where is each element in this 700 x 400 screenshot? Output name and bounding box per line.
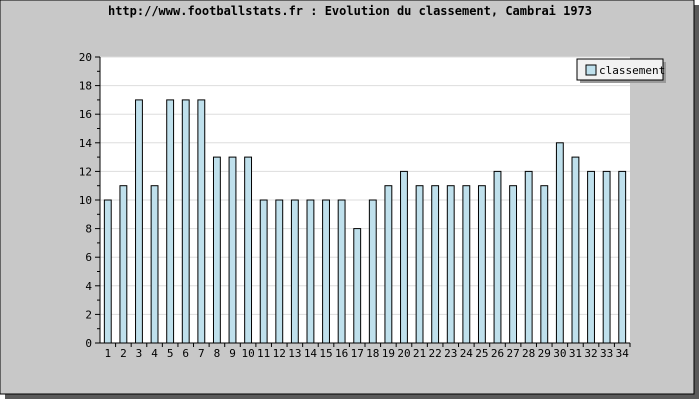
x-tick-label: 25 — [475, 347, 488, 360]
bar — [587, 170, 595, 344]
y-tick-label: 6 — [85, 251, 92, 264]
bar — [431, 185, 440, 344]
legend-label: classement — [599, 64, 665, 77]
y-tick-label: 8 — [85, 223, 92, 236]
bar — [618, 170, 627, 344]
x-tick-label: 32 — [584, 347, 597, 360]
bar — [197, 99, 206, 344]
x-tick-label: 9 — [229, 347, 236, 360]
y-tick-label: 12 — [79, 165, 92, 178]
y-tick-label: 2 — [85, 308, 92, 321]
bar — [337, 199, 346, 344]
bar — [135, 99, 143, 344]
bar — [602, 170, 611, 344]
x-tick-label: 4 — [151, 347, 158, 360]
bar — [400, 170, 408, 344]
bar — [524, 170, 533, 344]
x-tick-label: 23 — [444, 347, 457, 360]
y-tick-label: 0 — [85, 337, 92, 350]
bar — [368, 199, 377, 344]
bar — [212, 156, 221, 344]
x-tick-label: 10 — [241, 347, 254, 360]
bar — [150, 185, 159, 344]
bar — [119, 185, 128, 344]
bar — [353, 228, 362, 344]
x-tick-label: 22 — [429, 347, 442, 360]
x-tick-label: 3 — [136, 347, 143, 360]
x-tick-label: 7 — [198, 347, 205, 360]
bar — [509, 185, 518, 344]
x-tick-label: 24 — [460, 347, 474, 360]
y-tick-label: 14 — [79, 137, 93, 150]
x-tick-label: 15 — [319, 347, 332, 360]
x-tick-label: 18 — [366, 347, 379, 360]
bar — [493, 170, 502, 344]
x-tick-label: 5 — [167, 347, 174, 360]
bar — [290, 199, 299, 344]
bar — [228, 156, 237, 344]
bar — [166, 99, 175, 344]
x-tick-label: 6 — [182, 347, 189, 360]
x-tick-label: 21 — [413, 347, 426, 360]
bar — [306, 199, 315, 344]
bar — [555, 142, 564, 344]
x-tick-label: 14 — [304, 347, 318, 360]
bar — [259, 199, 268, 344]
x-tick-label: 11 — [257, 347, 270, 360]
x-tick-label: 26 — [491, 347, 504, 360]
bar — [103, 199, 112, 344]
bar — [540, 185, 549, 344]
x-tick-label: 1 — [104, 347, 111, 360]
bar — [415, 185, 424, 344]
y-axis-ticks: 0 2 4 6 8 10 12 14 16 18 20 — [79, 51, 100, 350]
bar — [244, 156, 253, 344]
legend-box — [576, 58, 664, 81]
bar — [446, 185, 455, 344]
x-tick-label: 29 — [538, 347, 551, 360]
chart-title: http://www.footballstats.fr : Evolution … — [108, 4, 592, 18]
bar — [322, 199, 330, 344]
bar — [571, 156, 580, 344]
legend: classement — [576, 58, 666, 83]
y-tick-label: 16 — [79, 108, 92, 121]
x-tick-label: 20 — [397, 347, 410, 360]
x-tick-label: 8 — [214, 347, 221, 360]
y-tick-label: 20 — [79, 51, 92, 64]
x-tick-label: 13 — [288, 347, 301, 360]
x-tick-label: 31 — [569, 347, 582, 360]
x-tick-label: 34 — [616, 347, 630, 360]
legend-swatch — [585, 64, 597, 76]
y-tick-label: 4 — [85, 280, 92, 293]
x-tick-label: 12 — [273, 347, 286, 360]
y-tick-label: 18 — [79, 80, 92, 93]
bar — [462, 185, 471, 344]
bar — [477, 185, 486, 344]
bar — [275, 199, 284, 344]
x-tick-label: 33 — [600, 347, 613, 360]
bar — [384, 185, 393, 344]
x-tick-label: 30 — [553, 347, 566, 360]
x-tick-label: 17 — [351, 347, 364, 360]
x-tick-label: 19 — [382, 347, 395, 360]
x-tick-label: 2 — [120, 347, 127, 360]
y-tick-label: 10 — [79, 194, 92, 207]
bar — [181, 99, 190, 344]
x-tick-label: 27 — [506, 347, 519, 360]
x-tick-label: 28 — [522, 347, 535, 360]
x-tick-label: 16 — [335, 347, 348, 360]
x-axis-ticks: 1 2 3 4 5 6 7 8 9 10 11 12 13 14 15 16 17 18 19 20 21 22 23 24 2… — [104, 343, 631, 360]
